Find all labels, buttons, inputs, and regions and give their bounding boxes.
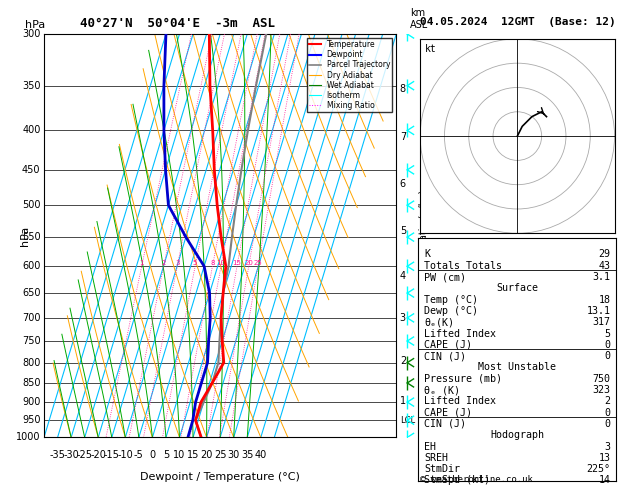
Text: 7: 7 [400,132,406,142]
Text: 13.1: 13.1 [586,306,611,316]
Text: 600: 600 [22,261,40,271]
Text: Mixing Ratio (g/kg): Mixing Ratio (g/kg) [420,190,430,282]
Text: EH: EH [424,442,437,451]
Text: SREH: SREH [424,453,448,463]
Text: 43: 43 [598,261,611,271]
Text: 2: 2 [162,260,166,266]
Text: Lifted Index: Lifted Index [424,329,496,339]
Text: StmDir: StmDir [424,464,460,474]
Text: 500: 500 [22,200,40,210]
Text: -25: -25 [77,450,92,459]
Text: © weatheronline.co.uk: © weatheronline.co.uk [420,474,532,484]
Text: Hodograph: Hodograph [491,430,544,440]
Text: 25: 25 [214,450,226,459]
Text: 300: 300 [22,29,40,39]
Text: -30: -30 [64,450,79,459]
Text: Surface: Surface [496,283,538,294]
Text: 20: 20 [201,450,213,459]
Text: 18: 18 [598,295,611,305]
Text: 15: 15 [233,260,242,266]
Text: 10: 10 [174,450,186,459]
Text: 2: 2 [400,356,406,365]
Text: 6: 6 [400,179,406,190]
Text: 350: 350 [22,81,40,91]
Text: 950: 950 [22,415,40,425]
Text: 3: 3 [175,260,179,266]
Text: -35: -35 [50,450,65,459]
Text: 850: 850 [22,378,40,388]
Text: -15: -15 [104,450,120,459]
Text: km
ASL: km ASL [410,8,428,30]
Text: 2: 2 [604,397,611,406]
Text: 14: 14 [598,475,611,486]
Text: 800: 800 [22,358,40,367]
Text: 750: 750 [593,374,611,384]
Text: 25: 25 [253,260,262,266]
Text: K: K [424,249,430,260]
Text: StmSpd (kt): StmSpd (kt) [424,475,490,486]
Text: Lifted Index: Lifted Index [424,397,496,406]
Text: Totals Totals: Totals Totals [424,261,502,271]
Text: 700: 700 [22,313,40,323]
Text: Temp (°C): Temp (°C) [424,295,478,305]
Text: 1: 1 [400,397,406,406]
Text: CIN (J): CIN (J) [424,419,466,429]
Text: 8: 8 [400,84,406,93]
Text: 8: 8 [210,260,214,266]
Text: hPa: hPa [25,20,45,30]
Text: 450: 450 [22,165,40,175]
Text: Most Unstable: Most Unstable [478,363,557,372]
Text: 1000: 1000 [16,433,40,442]
Text: -5: -5 [134,450,144,459]
Legend: Temperature, Dewpoint, Parcel Trajectory, Dry Adiabat, Wet Adiabat, Isotherm, Mi: Temperature, Dewpoint, Parcel Trajectory… [307,38,392,112]
Text: 750: 750 [22,336,40,346]
Text: Dewp (°C): Dewp (°C) [424,306,478,316]
Text: 1: 1 [140,260,144,266]
Text: 0: 0 [149,450,155,459]
Text: 10: 10 [216,260,226,266]
Text: CIN (J): CIN (J) [424,351,466,361]
Text: 3: 3 [400,313,406,323]
Text: LCL: LCL [400,417,415,425]
Text: PW (cm): PW (cm) [424,272,466,282]
Text: CAPE (J): CAPE (J) [424,408,472,417]
Text: Pressure (mb): Pressure (mb) [424,374,502,384]
Text: 225°: 225° [586,464,611,474]
Text: 5: 5 [400,226,406,236]
Text: 0: 0 [604,419,611,429]
Text: 5: 5 [604,329,611,339]
Text: 550: 550 [22,232,40,242]
Text: 650: 650 [22,288,40,298]
Text: 4: 4 [400,271,406,281]
Text: 20: 20 [244,260,253,266]
Text: Dewpoint / Temperature (°C): Dewpoint / Temperature (°C) [140,472,300,482]
Text: θₑ(K): θₑ(K) [424,317,454,327]
Text: 5: 5 [193,260,198,266]
Text: kt: kt [425,44,437,54]
Text: 13: 13 [598,453,611,463]
Text: 40°27'N  50°04'E  -3m  ASL: 40°27'N 50°04'E -3m ASL [81,17,276,30]
Text: 04.05.2024  12GMT  (Base: 12): 04.05.2024 12GMT (Base: 12) [420,17,615,27]
Text: 3: 3 [604,442,611,451]
Text: 29: 29 [598,249,611,260]
Text: 323: 323 [593,385,611,395]
Text: 5: 5 [163,450,169,459]
Text: 0: 0 [604,351,611,361]
Text: 40: 40 [255,450,267,459]
Text: 317: 317 [593,317,611,327]
Text: 400: 400 [22,125,40,136]
Text: CAPE (J): CAPE (J) [424,340,472,350]
Text: -20: -20 [91,450,106,459]
Text: -10: -10 [118,450,133,459]
Text: 3.1: 3.1 [593,272,611,282]
Text: 900: 900 [22,397,40,407]
Text: 0: 0 [604,408,611,417]
Text: hPa: hPa [19,226,30,246]
Text: 15: 15 [187,450,199,459]
Text: 30: 30 [228,450,240,459]
Text: θₑ (K): θₑ (K) [424,385,460,395]
Text: 35: 35 [241,450,253,459]
Text: 0: 0 [604,340,611,350]
